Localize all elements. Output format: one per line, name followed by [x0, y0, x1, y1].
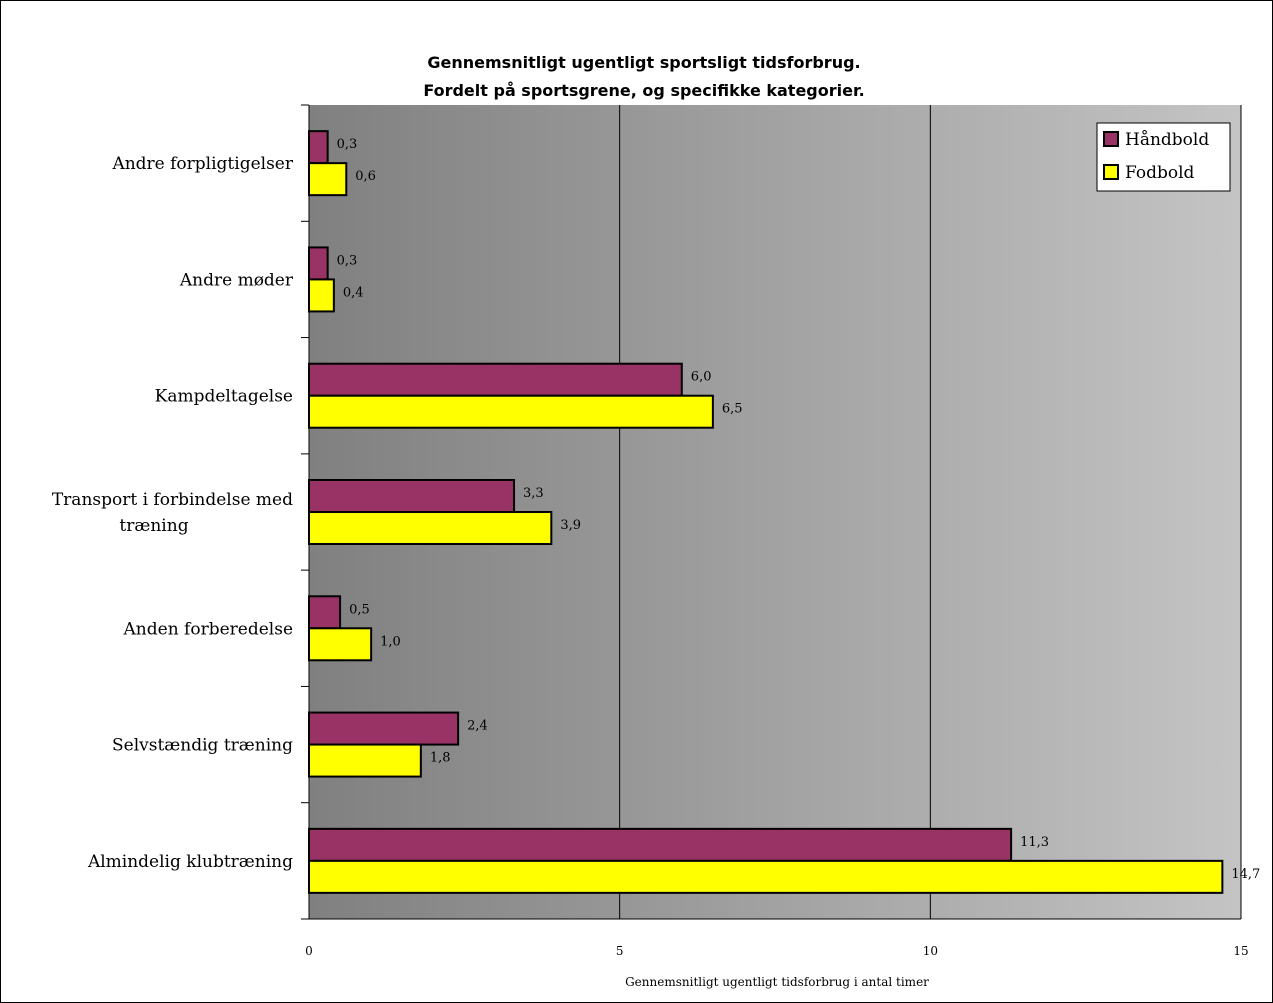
- chart-title-line-1: Gennemsnitligt ugentligt sportsligt tids…: [427, 53, 860, 72]
- category-label: Selvstændig træning: [112, 736, 293, 756]
- category-label: Transport i forbindelse med: [52, 490, 293, 510]
- bar-handbold: [308, 362, 683, 397]
- bar-fodbold: [308, 859, 1224, 894]
- bar-handbold: [308, 130, 329, 165]
- legend-swatch: [1103, 131, 1119, 147]
- category-label: træning: [119, 516, 188, 536]
- data-label: 3,3: [523, 486, 544, 501]
- data-label: 0,5: [349, 602, 370, 617]
- legend-label: Fodbold: [1125, 163, 1195, 183]
- data-label: 14,7: [1231, 867, 1260, 882]
- category-label: Andre forpligtigelser: [111, 154, 293, 174]
- data-label: 3,9: [560, 518, 581, 533]
- data-label: 0,3: [337, 253, 358, 268]
- legend: Håndbold Fodbold: [1096, 122, 1231, 192]
- bar-fodbold: [308, 743, 422, 778]
- x-tick-label: 10: [923, 944, 938, 958]
- bar-fodbold: [308, 627, 373, 662]
- category-label: Anden forberedelse: [123, 619, 293, 639]
- category-label: Almindelig klubtræning: [87, 852, 293, 872]
- bar-fodbold: [308, 394, 714, 429]
- data-label: 2,4: [467, 719, 488, 734]
- data-label: 1,0: [380, 634, 401, 649]
- category-label: Andre møder: [179, 270, 294, 290]
- data-label: 6,5: [722, 402, 743, 417]
- legend-swatch: [1103, 164, 1119, 180]
- data-label: 0,4: [343, 285, 364, 300]
- bar-fodbold: [308, 278, 335, 313]
- bar-handbold: [308, 479, 516, 513]
- bar-handbold: [308, 595, 342, 630]
- x-axis-title: Gennemsnitligt ugentligt tidsforbrug i a…: [625, 975, 929, 989]
- bar-fodbold: [308, 162, 348, 197]
- legend-box: [1096, 122, 1231, 192]
- bar-handbold: [308, 827, 1013, 862]
- labels: 0 5 10 15 0,3 0,6 Andre forpligtigelser 0,3 0,4 A…: [52, 137, 1260, 958]
- x-tick-label: 15: [1233, 944, 1248, 958]
- bars: [308, 130, 1224, 894]
- data-label: 6,0: [691, 370, 712, 385]
- bar-handbold: [308, 711, 460, 746]
- data-label: 11,3: [1020, 835, 1049, 850]
- bar-handbold: [308, 246, 329, 281]
- category-label: Kampdeltagelse: [155, 387, 293, 407]
- bar-fodbold: [308, 511, 553, 545]
- gridlines: [619, 105, 1242, 919]
- data-label: 0,3: [337, 137, 358, 152]
- chart-title-line-2: Fordelt på sportsgrene, og specifikke ka…: [423, 81, 864, 100]
- data-label: 1,8: [430, 751, 451, 766]
- x-tick-label: 0: [305, 944, 313, 958]
- x-tick-label: 5: [616, 944, 624, 958]
- data-label: 0,6: [355, 169, 376, 184]
- legend-label: Håndbold: [1125, 130, 1209, 150]
